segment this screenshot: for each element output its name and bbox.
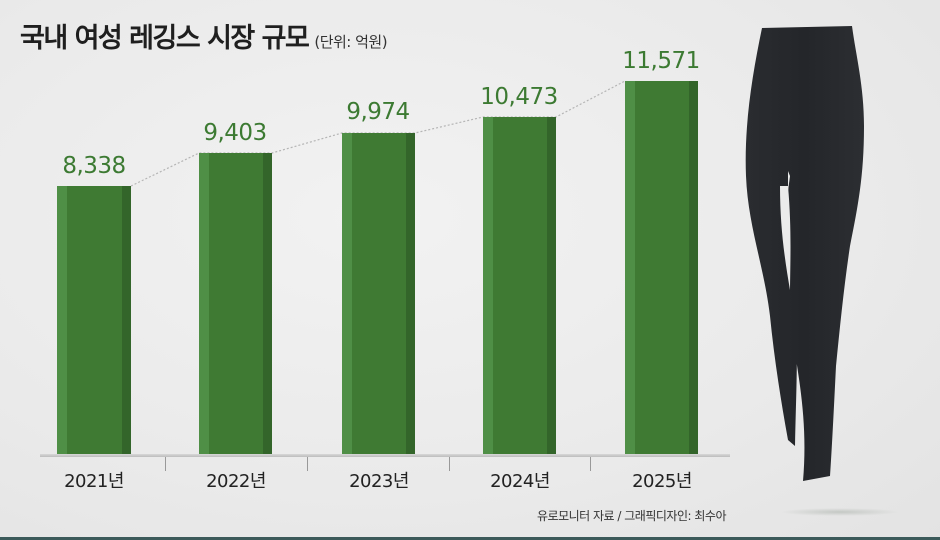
bar-2024 bbox=[483, 117, 556, 455]
bar-2023 bbox=[342, 133, 415, 455]
value-label-2022: 9,403 bbox=[203, 120, 267, 146]
bar-chart: 8,338 9,403 9,974 10,473 11,571 2021년 20… bbox=[40, 48, 730, 492]
x-axis-tick bbox=[165, 457, 166, 471]
bottom-border bbox=[0, 537, 940, 540]
leggings-shadow bbox=[780, 508, 900, 516]
chart-title: 국내 여성 레깅스 시장 규모 (단위: 억원) bbox=[20, 16, 388, 55]
source-credit: 유로모니터 자료 / 그래픽디자인: 최수아 bbox=[537, 509, 727, 523]
value-label-2024: 10,473 bbox=[480, 84, 558, 110]
value-label-2023: 9,974 bbox=[346, 99, 410, 125]
bar-2021 bbox=[57, 186, 131, 455]
title-text: 국내 여성 레깅스 시장 규모 bbox=[20, 23, 310, 54]
leggings-illustration-icon bbox=[745, 26, 864, 481]
x-label-2025: 2025년 bbox=[632, 471, 692, 492]
unit-label: (단위: 억원) bbox=[314, 33, 388, 51]
x-label-2021: 2021년 bbox=[64, 471, 124, 492]
value-label-2021: 8,338 bbox=[62, 153, 126, 179]
x-label-2024: 2024년 bbox=[490, 471, 550, 492]
bar-2022 bbox=[199, 153, 272, 455]
x-axis-tick bbox=[590, 457, 591, 471]
x-axis-tick bbox=[449, 457, 450, 471]
x-label-2023: 2023년 bbox=[349, 471, 409, 492]
bar-2025 bbox=[625, 81, 698, 455]
x-axis-baseline bbox=[40, 454, 730, 457]
x-axis-tick bbox=[307, 457, 308, 471]
value-label-2025: 11,571 bbox=[622, 48, 700, 74]
x-label-2022: 2022년 bbox=[206, 471, 266, 492]
